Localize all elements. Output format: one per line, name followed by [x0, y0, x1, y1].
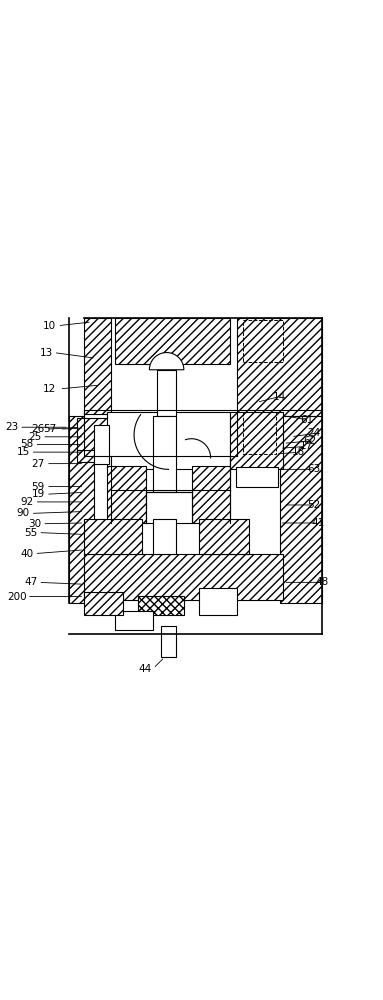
Text: 23: 23	[5, 422, 18, 432]
Bar	[280, 416, 322, 603]
Text: 62: 62	[304, 436, 317, 446]
Text: 57: 57	[43, 424, 56, 434]
Bar	[153, 519, 176, 554]
Text: 61: 61	[300, 415, 313, 425]
Bar	[236, 467, 278, 487]
Bar	[199, 588, 237, 615]
Bar	[94, 425, 109, 464]
Text: 52: 52	[308, 500, 321, 510]
Bar	[161, 626, 176, 657]
Bar	[237, 318, 322, 416]
Text: 92: 92	[20, 497, 33, 507]
Bar	[157, 370, 176, 416]
Bar	[138, 596, 184, 615]
Text: 15: 15	[16, 447, 29, 457]
Text: 47: 47	[24, 577, 37, 587]
Text: 10: 10	[43, 321, 56, 331]
Text: 48: 48	[315, 577, 328, 587]
Text: 30: 30	[28, 519, 41, 529]
Text: 40: 40	[20, 549, 33, 559]
Bar	[146, 492, 192, 523]
Bar	[84, 554, 283, 600]
Bar	[84, 592, 123, 615]
Text: 26: 26	[32, 424, 45, 434]
Bar	[77, 418, 123, 452]
Text: 58: 58	[20, 439, 33, 449]
Text: 27: 27	[32, 459, 45, 469]
Text: 13: 13	[39, 348, 52, 358]
Bar	[153, 416, 176, 492]
Bar	[192, 466, 230, 523]
Text: 41: 41	[311, 518, 324, 528]
Bar	[77, 450, 96, 462]
Text: 59: 59	[32, 482, 45, 492]
Text: 90: 90	[16, 508, 29, 518]
Wedge shape	[149, 353, 184, 370]
Bar	[230, 412, 283, 469]
Bar	[84, 414, 111, 456]
Text: 55: 55	[24, 528, 37, 538]
Bar	[107, 412, 230, 469]
Bar	[69, 416, 94, 603]
Text: 12: 12	[43, 384, 56, 394]
Bar	[84, 318, 111, 416]
Text: 19: 19	[32, 489, 45, 499]
Text: 18: 18	[292, 447, 305, 457]
Text: 44: 44	[139, 664, 152, 674]
Text: 14: 14	[273, 392, 286, 402]
Text: 24: 24	[308, 428, 321, 438]
Text: 25: 25	[28, 432, 41, 442]
Bar	[107, 466, 146, 523]
Text: 17: 17	[300, 441, 313, 451]
Bar	[115, 318, 230, 364]
Text: 63: 63	[308, 464, 321, 474]
Bar	[84, 519, 142, 554]
Text: 200: 200	[7, 592, 27, 602]
Bar	[199, 519, 249, 554]
Bar	[115, 611, 153, 630]
